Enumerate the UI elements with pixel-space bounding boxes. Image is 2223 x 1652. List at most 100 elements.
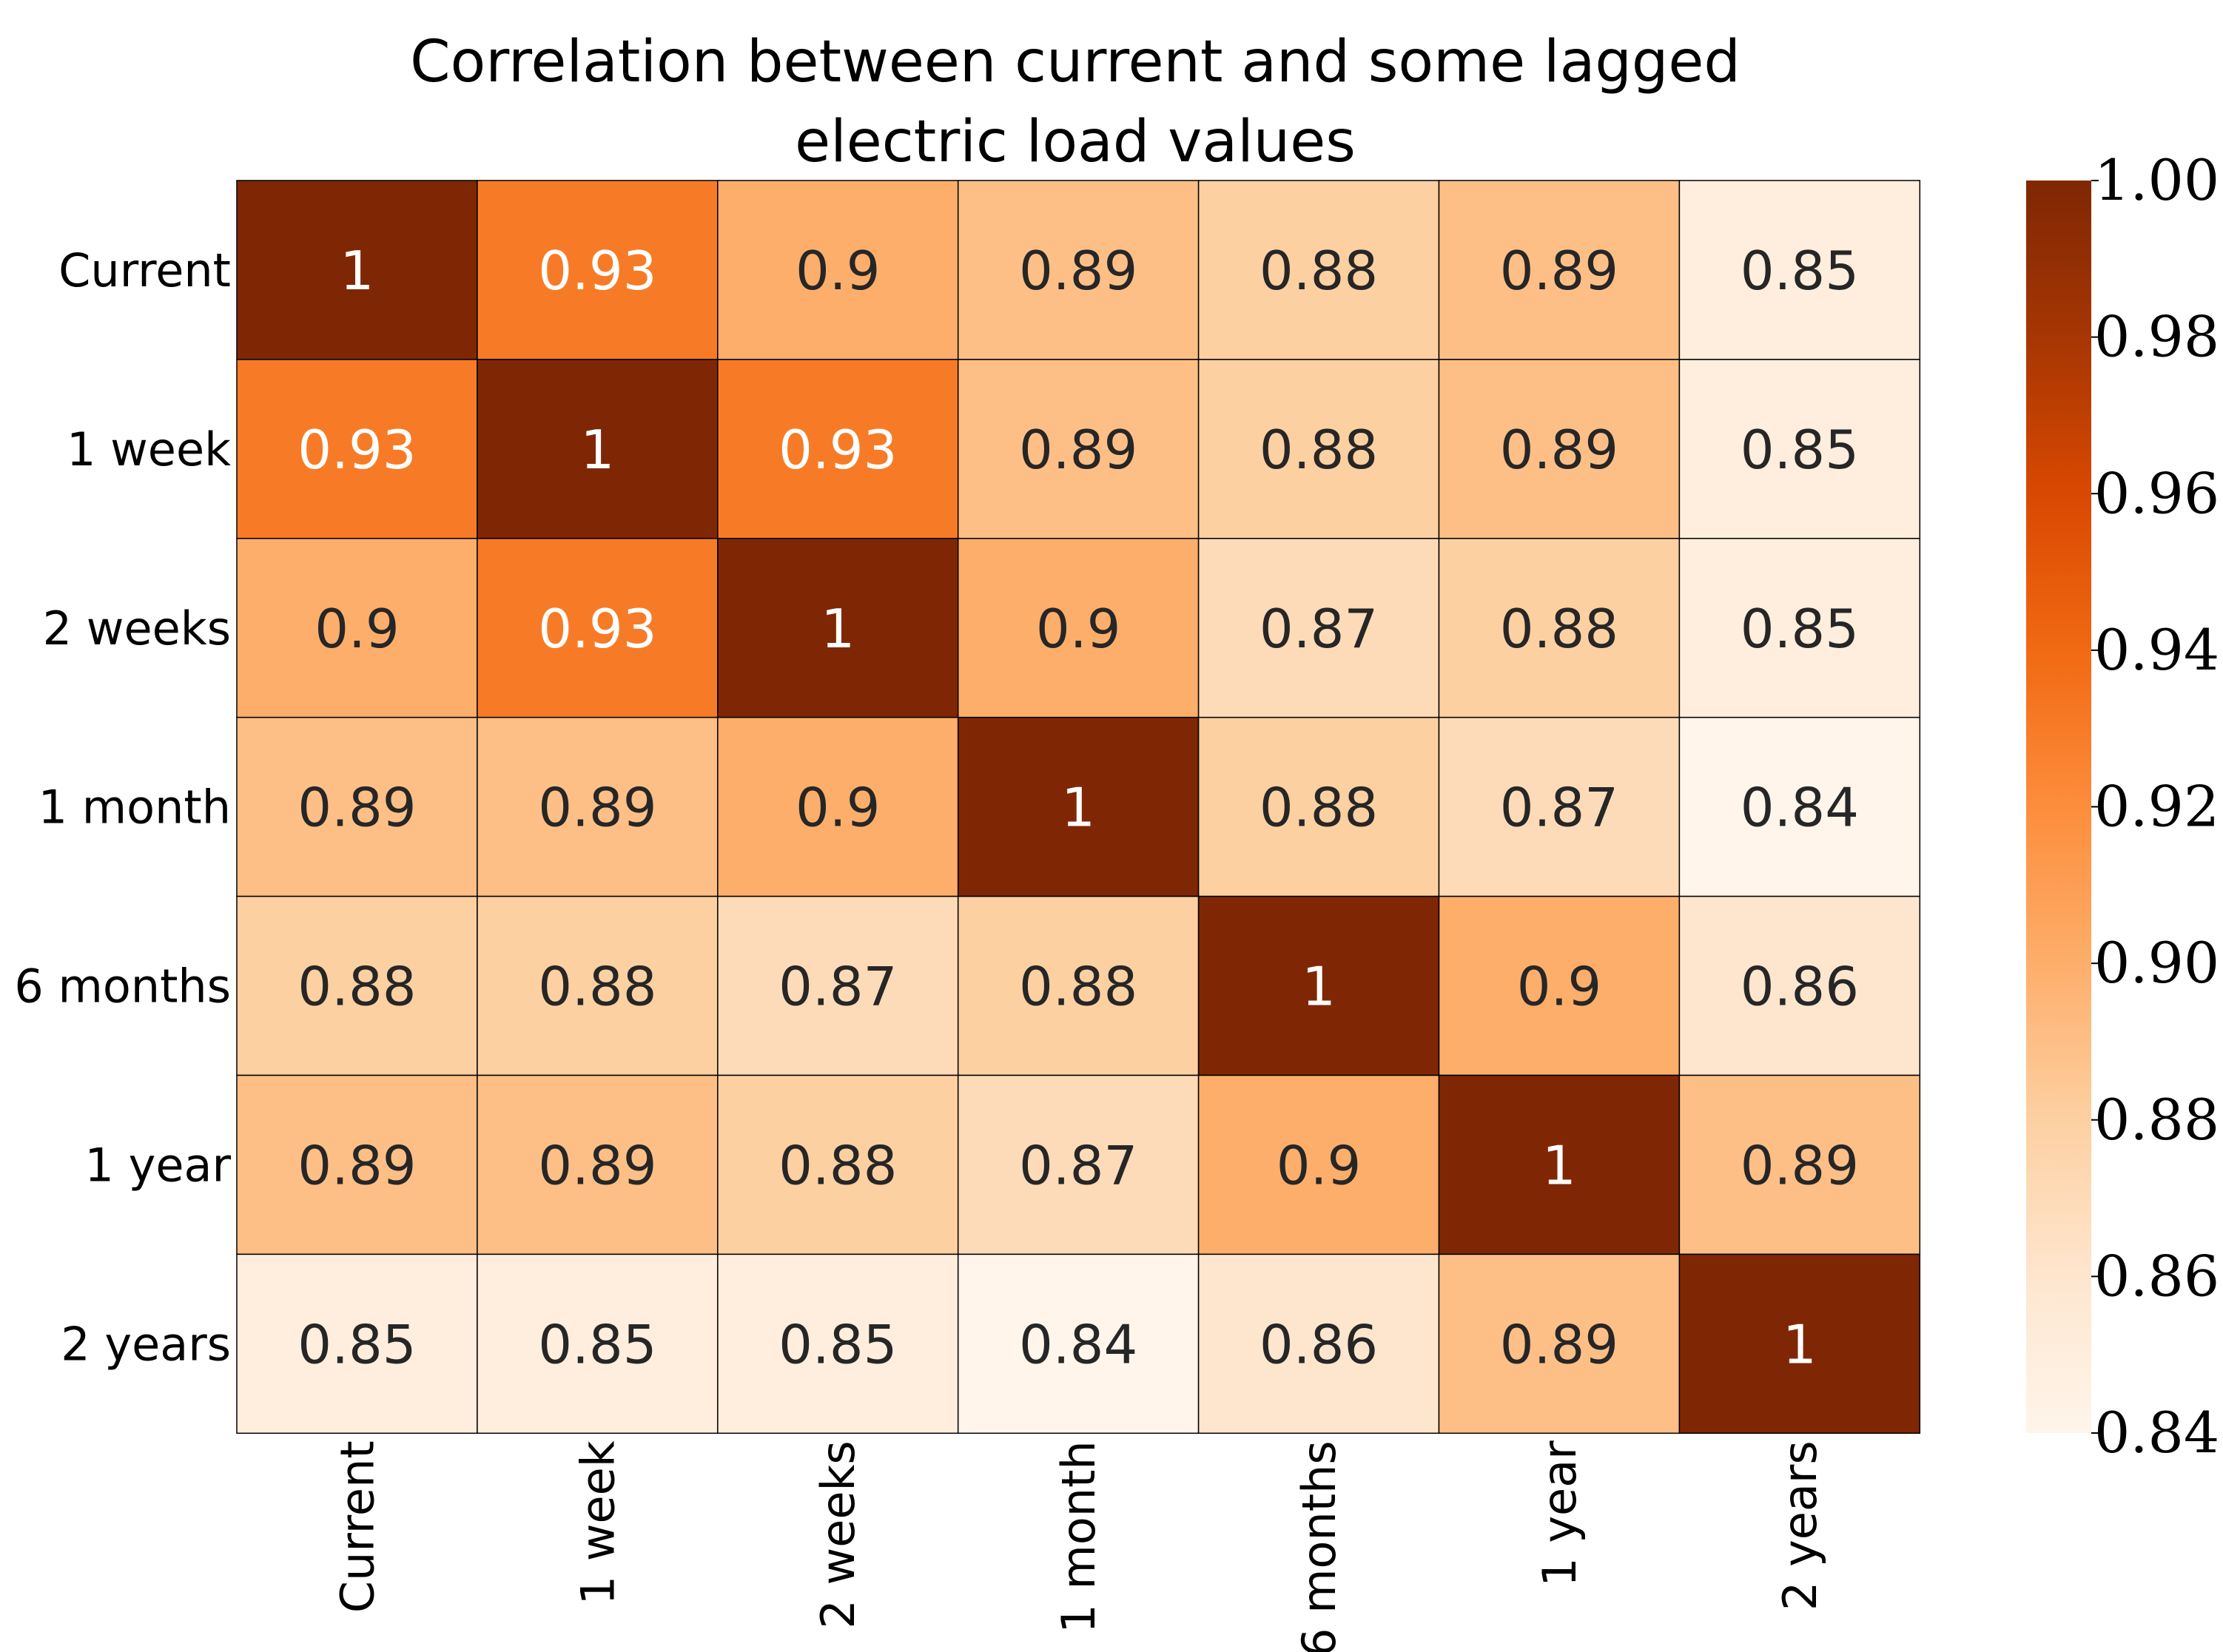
cell-value-label: 0.85 (538, 1313, 656, 1375)
row-label: 1 year (85, 1138, 232, 1192)
heatmap-cell-r2-c3 (957, 538, 1200, 718)
colorbar-tick-label: 0.96 (2094, 460, 2219, 526)
cell-value-label: 0.86 (1741, 956, 1859, 1018)
cell-value-label: 0.89 (538, 1134, 656, 1196)
cell-value-label: 0.87 (1019, 1134, 1137, 1196)
cell-value-label: 0.89 (1019, 419, 1137, 481)
cell-value-label: 1 (1542, 1134, 1576, 1196)
column-label: 1 month (1052, 1440, 1106, 1633)
column-label: 1 year (1533, 1440, 1587, 1587)
cell-value-label: 0.84 (1741, 777, 1859, 839)
cell-value-label: 0.88 (1260, 777, 1378, 839)
column-label: Current (330, 1440, 384, 1613)
cell-value-label: 0.89 (1500, 419, 1618, 481)
heatmap-cell-r2-c5 (1438, 538, 1681, 718)
heatmap-cell-r2-c0 (236, 538, 478, 718)
heatmap-cell-r5-c4 (1197, 1074, 1440, 1255)
heatmap-cell-r2-c1 (477, 538, 719, 718)
heatmap-cell-r5-c3 (957, 1074, 1200, 1255)
cell-value-label: 0.85 (1741, 419, 1859, 481)
column-label: 2 years (1773, 1440, 1827, 1611)
cell-value-label: 0.85 (1741, 240, 1859, 302)
heatmap-cell-r6-c5 (1438, 1253, 1681, 1434)
cell-value-label: 1 (1783, 1313, 1817, 1375)
cell-value-label: 0.93 (538, 240, 656, 302)
colorbar: 0.84 0.86 0.88 0.90 0.92 0.94 0.96 0.98 1.00 (2026, 147, 2219, 1466)
heatmap-cell-r0-c4 (1197, 180, 1440, 360)
cell-value-label: 1 (1061, 777, 1095, 839)
cell-value-label: 0.89 (1500, 240, 1618, 302)
heatmap-cell-r0-c3 (957, 180, 1200, 360)
chart-title-line-2: electric load values (795, 109, 1356, 175)
cell-value-label: 0.88 (1500, 598, 1618, 660)
row-label: 2 years (61, 1317, 231, 1371)
cell-value-label: 1 (821, 598, 855, 660)
cell-value-label: 0.9 (1517, 956, 1602, 1018)
cell-value-label: 0.88 (538, 956, 656, 1018)
heatmap-cell-r5-c0 (236, 1074, 478, 1255)
row-label: 2 weeks (43, 601, 231, 655)
heatmap-cell-r3-c5 (1438, 716, 1681, 897)
cell-value-label: 1 (580, 419, 614, 481)
cell-value-label: 0.89 (297, 1134, 416, 1196)
heatmap-cell-r3-c0 (236, 716, 478, 897)
cell-value-label: 0.93 (297, 419, 416, 481)
row-label: Current (58, 243, 231, 297)
column-tick-labels: Current 1 week 2 weeks 1 month 6 months 1 yea… (330, 1440, 1826, 1652)
cell-value-label: 0.86 (1260, 1313, 1378, 1375)
cell-value-label: 0.89 (538, 777, 656, 839)
heatmap-cell-r4-c6 (1678, 895, 1921, 1076)
cell-value-label: 0.9 (796, 777, 881, 839)
heatmap-cell-r6-c3 (957, 1253, 1200, 1434)
row-label: 1 week (67, 422, 231, 476)
heatmap-cell-r3-c3 (957, 716, 1200, 897)
colorbar-tick-label: 0.86 (2094, 1243, 2219, 1309)
heatmap-cell-r4-c0 (236, 895, 478, 1076)
colorbar-gradient (2026, 181, 2091, 1433)
heatmap-cell-r6-c1 (477, 1253, 719, 1434)
chart-title-line-1: Correlation between current and some lag… (410, 29, 1741, 95)
cell-value-label: 0.93 (538, 598, 656, 660)
cell-value-label: 0.89 (1741, 1134, 1859, 1196)
heatmap-cell-r1-c5 (1438, 359, 1681, 539)
heatmap-cell-r2-c4 (1197, 538, 1440, 718)
heatmap-cell-r6-c6 (1678, 1253, 1921, 1434)
heatmap-cell-r1-c0 (236, 359, 478, 539)
cell-value-label: 0.87 (1260, 598, 1378, 660)
cell-value-label: 0.87 (1500, 777, 1618, 839)
heatmap-cell-r6-c2 (717, 1253, 959, 1434)
column-label: 6 months (1292, 1440, 1346, 1652)
cell-value-label: 0.9 (1277, 1134, 1362, 1196)
colorbar-tick-label: 0.94 (2094, 617, 2219, 683)
heatmap-cell-r5-c2 (717, 1074, 959, 1255)
row-label: 6 months (14, 960, 231, 1014)
heatmap-cell-r0-c5 (1438, 180, 1681, 360)
cell-value-label: 0.88 (1260, 240, 1378, 302)
heatmap-cell-r4-c2 (717, 895, 959, 1076)
cell-value-label: 0.88 (1019, 956, 1137, 1018)
cell-value-label: 1 (1302, 956, 1336, 1018)
colorbar-tick-label: 0.98 (2094, 304, 2219, 370)
heatmap-cell-r0-c2 (717, 180, 959, 360)
heatmap-cell-r1-c4 (1197, 359, 1440, 539)
heatmap-cell-r4-c5 (1438, 895, 1681, 1076)
column-label: 1 week (571, 1440, 625, 1605)
colorbar-tick-label: 0.88 (2094, 1087, 2219, 1153)
row-tick-labels: Current 1 week 2 weeks 1 month 6 months 1 yea… (14, 243, 231, 1371)
cell-value-label: 0.85 (1741, 598, 1859, 660)
cell-value-label: 0.88 (778, 1134, 897, 1196)
heatmap-cell-r3-c6 (1678, 716, 1921, 897)
cell-value-label: 0.88 (297, 956, 416, 1018)
cell-value-label: 0.93 (778, 419, 897, 481)
colorbar-tick-label: 0.84 (2094, 1400, 2219, 1466)
cell-value-label: 0.84 (1019, 1313, 1137, 1375)
cell-value-label: 0.9 (796, 240, 881, 302)
heatmap-cell-r0-c1 (477, 180, 719, 360)
colorbar-tick-label: 1.00 (2094, 147, 2219, 213)
heatmap-cell-r3-c1 (477, 716, 719, 897)
heatmap-cell-r1-c6 (1678, 359, 1921, 539)
cell-value-label: 0.89 (297, 777, 416, 839)
colorbar-tick-label: 0.90 (2094, 930, 2219, 996)
heatmap-cell-r1-c2 (717, 359, 959, 539)
